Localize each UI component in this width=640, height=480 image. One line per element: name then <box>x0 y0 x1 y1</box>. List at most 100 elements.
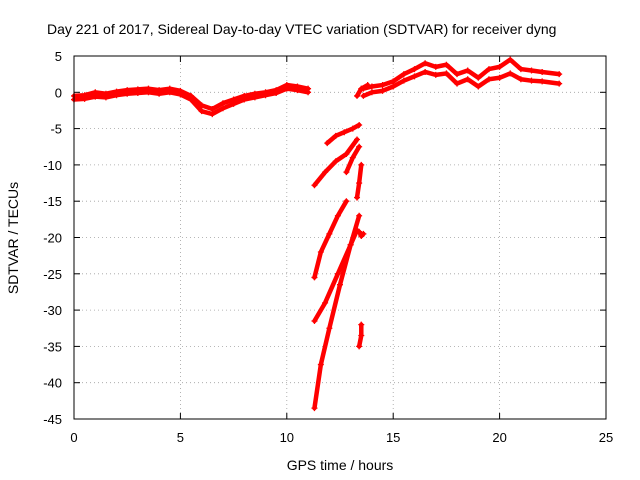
data-point <box>334 212 341 219</box>
data-point <box>198 108 205 115</box>
data-point <box>364 82 371 89</box>
data-point <box>124 90 131 97</box>
grid-lines <box>74 56 606 419</box>
data-point <box>322 169 329 176</box>
data-point <box>432 71 439 78</box>
series-drop-arc-8 <box>356 228 367 240</box>
data-point <box>368 83 375 90</box>
series-late-trace-b <box>360 68 563 99</box>
data-point <box>102 94 109 101</box>
data-point <box>156 90 163 97</box>
y-tick-label: -15 <box>43 194 62 209</box>
x-tick-label: 25 <box>599 430 613 445</box>
data-point <box>528 67 535 74</box>
data-series <box>71 56 563 412</box>
data-point <box>464 67 471 74</box>
data-point <box>539 68 546 75</box>
data-point <box>273 90 280 97</box>
y-tick-label: -45 <box>43 412 62 427</box>
data-point <box>209 111 216 118</box>
data-point <box>360 92 367 99</box>
data-point <box>556 80 563 87</box>
series-late-trace-a <box>360 56 563 92</box>
data-point <box>517 66 524 73</box>
data-point <box>356 180 363 187</box>
data-point <box>464 76 471 83</box>
data-point <box>294 87 301 94</box>
data-point <box>411 66 418 73</box>
data-point <box>411 73 418 80</box>
data-point <box>219 100 226 107</box>
data-point <box>368 89 375 96</box>
x-tick-label: 0 <box>70 430 77 445</box>
data-point <box>475 83 482 90</box>
data-point <box>219 105 226 112</box>
y-tick-label: -35 <box>43 339 62 354</box>
data-point <box>356 228 363 235</box>
data-point <box>349 154 356 161</box>
data-point <box>311 405 318 412</box>
data-point <box>432 63 439 70</box>
data-point <box>517 76 524 83</box>
data-point <box>390 78 397 85</box>
data-point <box>358 161 365 168</box>
data-point <box>379 82 386 89</box>
data-point <box>343 169 350 176</box>
series-drop-arc-2 <box>311 136 361 189</box>
data-point <box>145 89 152 96</box>
y-tick-label: -30 <box>43 303 62 318</box>
x-tick-label: 20 <box>492 430 506 445</box>
data-point <box>311 317 318 324</box>
data-point <box>358 321 365 328</box>
data-point <box>454 80 461 87</box>
y-tick-label: -25 <box>43 267 62 282</box>
data-point <box>81 95 88 102</box>
x-axis-title: GPS time / hours <box>287 457 394 473</box>
x-tick-label: 10 <box>280 430 294 445</box>
data-point <box>326 230 333 237</box>
data-point <box>332 158 339 165</box>
data-point <box>177 91 184 98</box>
data-point <box>166 89 173 96</box>
y-tick-label: -10 <box>43 158 62 173</box>
series-drop-arc-9 <box>356 321 365 350</box>
data-point <box>556 71 563 78</box>
data-point <box>379 87 386 94</box>
data-point <box>454 71 461 78</box>
series-drop-arc-6 <box>311 212 363 412</box>
series-drop-arc-3 <box>343 143 363 176</box>
data-point <box>528 77 535 84</box>
data-point <box>400 77 407 84</box>
axis-ticks: 0 5 10 15 20 25 5 0 -5 -10 -15 -20 -25 -30 -35 -40 -45 <box>43 49 613 445</box>
data-point <box>358 85 365 92</box>
x-tick-label: 15 <box>386 430 400 445</box>
data-point <box>485 76 492 83</box>
data-point <box>332 132 339 139</box>
data-point <box>198 102 205 109</box>
series-rejoin-points <box>354 82 371 99</box>
data-point <box>92 93 99 100</box>
series-drop-arc-4 <box>311 198 350 281</box>
data-point <box>422 68 429 75</box>
data-point <box>305 89 312 96</box>
series-main-trace-b <box>71 85 312 118</box>
data-point <box>262 92 269 99</box>
data-point <box>283 85 290 92</box>
data-point <box>241 96 248 103</box>
data-point <box>356 212 363 219</box>
y-tick-label: -5 <box>50 122 62 137</box>
data-point <box>400 71 407 78</box>
data-point <box>358 332 365 339</box>
data-point <box>113 92 120 99</box>
series-drop-arc-7 <box>354 161 365 201</box>
data-point <box>347 241 354 248</box>
data-point <box>354 92 361 99</box>
data-point <box>422 60 429 67</box>
data-point <box>360 230 367 237</box>
data-point <box>354 136 361 143</box>
data-point <box>322 299 329 306</box>
data-point <box>343 198 350 205</box>
data-point <box>317 361 324 368</box>
data-point <box>341 129 348 136</box>
data-point <box>390 83 397 90</box>
